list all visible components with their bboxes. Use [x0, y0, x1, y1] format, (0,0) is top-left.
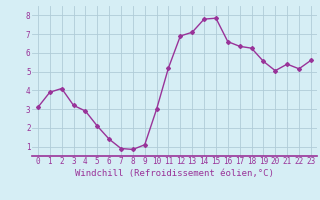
X-axis label: Windchill (Refroidissement éolien,°C): Windchill (Refroidissement éolien,°C) — [75, 169, 274, 178]
